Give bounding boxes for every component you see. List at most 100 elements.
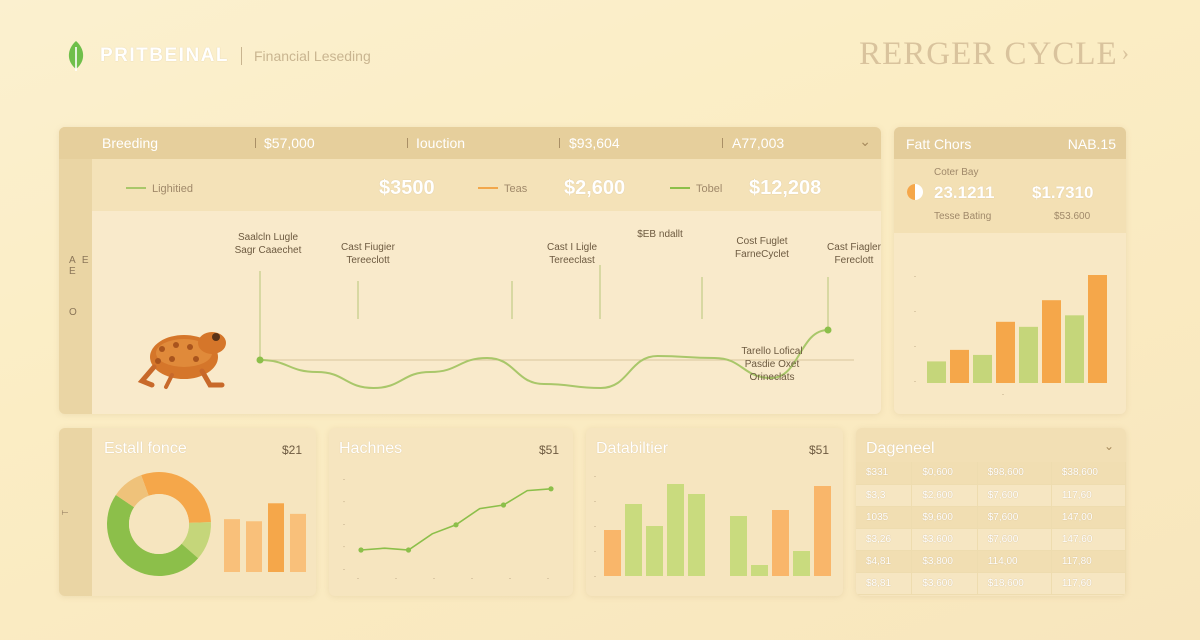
annotation-line: Cast I Ligle <box>546 242 598 253</box>
table-cell: 1035 <box>856 506 913 529</box>
table-row[interactable]: $3,3 $2,600 $7,600 117,60 <box>856 484 1126 507</box>
axis-tick: - <box>914 274 916 280</box>
side-bar-chart-area: - - - - - <box>894 233 1126 414</box>
bar <box>996 321 1015 383</box>
kpi-value-tobel: $12,208 <box>749 177 822 199</box>
panel-title: Hachnes <box>339 440 403 457</box>
side-sub-a: Tesse Bating <box>934 211 992 222</box>
series-point <box>824 326 832 334</box>
side-summary: Coter Bay 23.1211 $1.7310 Tesse Bating $… <box>894 159 1126 233</box>
bar <box>246 521 262 572</box>
breeding-chart-area: Saalcln Lugle Sagr Caaechet Cast Fiugier T… <box>92 211 881 414</box>
table-cell: $98,600 <box>977 462 1052 485</box>
axis-tick: - <box>914 379 916 385</box>
annotation: $EB ndallt <box>620 228 700 241</box>
axis-tick: - <box>343 477 345 483</box>
table-cell: 117,80 <box>1051 550 1126 573</box>
annotation: Cast Fiugier Tereeclott <box>328 241 408 267</box>
table-cell: $3,600 <box>911 572 978 595</box>
line-chart: - - - - - - - - - - - <box>343 477 554 582</box>
bar <box>751 565 768 576</box>
tab-divider <box>407 138 408 148</box>
table-cell: $7,600 <box>977 506 1052 529</box>
donut-slice <box>141 472 211 523</box>
table-cell: $3,26 <box>856 528 913 551</box>
main-rail: A E E O <box>59 127 92 414</box>
axis-tick: - <box>547 576 549 582</box>
estall-fonce-panel: T Estall fonce $21 <box>59 428 316 596</box>
bar <box>646 526 663 576</box>
table-cell: $9,600 <box>911 506 978 529</box>
annotation-line: FarneCyclet <box>735 249 789 260</box>
bar <box>793 551 810 576</box>
axis-tick: - <box>914 344 916 350</box>
bar <box>1088 275 1107 383</box>
table-cell: 147,00 <box>1051 506 1126 529</box>
chevron-down-icon[interactable]: ⌄ <box>859 133 871 149</box>
bar <box>224 519 240 572</box>
tab-iouction-value: $93,604 <box>569 135 620 151</box>
annotation-line: $EB ndallt <box>637 229 683 240</box>
side-title: Fatt Chors <box>906 136 972 152</box>
axis-tick: - <box>343 500 345 506</box>
table-cell: $38,600 <box>1051 462 1126 485</box>
bar <box>1042 300 1061 383</box>
bar <box>625 504 642 576</box>
frog-illustration <box>137 332 226 389</box>
cycle-title[interactable]: RERGER CYCLE › <box>859 36 1130 73</box>
legend-swatch <box>670 187 690 189</box>
table-cell: 114,00 <box>977 550 1052 573</box>
table-cell: $3,3 <box>856 484 913 507</box>
rail-label: T <box>60 510 70 515</box>
table-cell: $8,81 <box>856 572 913 595</box>
axis-tick: - <box>594 499 596 505</box>
brand-divider <box>241 47 242 65</box>
side-sub-label: Coter Bay <box>934 167 979 178</box>
tab-breeding[interactable]: Breeding <box>102 135 159 151</box>
note-line: Pasdie Oxet <box>744 359 800 370</box>
table-row[interactable]: $3,26 $3,600 $7,600 147,60 <box>856 528 1126 551</box>
annotation-line: Tereeclast <box>549 255 595 266</box>
table-row[interactable]: 1035 $9,600 $7,600 147,00 <box>856 506 1126 529</box>
chevron-right-icon: › <box>1121 40 1130 65</box>
panel-title: Databiltier <box>596 440 669 457</box>
table-cell: $3,600 <box>911 528 978 551</box>
annotation-line: Tereeclott <box>346 255 390 266</box>
bar <box>772 510 789 576</box>
brand[interactable]: PRITBEINAL Financial Leseding <box>64 38 371 74</box>
table-row[interactable]: $8,81 $3,600 $18,600 117,60 <box>856 572 1126 595</box>
tab-divider <box>559 138 560 148</box>
donut-slice <box>115 475 149 508</box>
axis-tick: - <box>343 522 345 528</box>
half-circle-icon <box>907 184 923 200</box>
tab-iouction[interactable]: Iouction <box>416 135 466 151</box>
annotation-line: Fereclott <box>834 255 874 266</box>
rail-label: O <box>69 307 79 318</box>
data-table: $331 $0,600 $98,600 $38,600 $3,3 $2,600 $7,600… <box>856 462 1126 595</box>
series-point <box>405 547 412 553</box>
tab-a77003[interactable]: A77,003 <box>732 135 785 151</box>
donut-chart <box>107 472 211 576</box>
b1-rail: T <box>59 428 92 596</box>
axis-tick: - <box>509 576 511 582</box>
bar-chart <box>224 503 306 572</box>
legend-swatch <box>126 187 146 189</box>
chevron-down-icon[interactable]: ⌄ <box>1103 439 1114 453</box>
table-cell: $18,600 <box>977 572 1052 595</box>
series-point <box>548 486 554 492</box>
bar <box>1019 326 1038 383</box>
bottom-note: Tarello Lofical Pasdie Oxet Orineclats <box>732 345 812 384</box>
table-cell: $2,600 <box>911 484 978 507</box>
annotation: Cast I Ligle Tereeclast <box>532 241 612 267</box>
side-header: Fatt Chors NAB.15 <box>894 127 1126 159</box>
annotation-line: Sagr Caaechet <box>234 245 302 256</box>
bar <box>604 530 621 576</box>
table-row[interactable]: $331 $0,600 $98,600 $38,600 <box>856 462 1126 485</box>
axis-tick: - <box>594 474 596 480</box>
bar <box>730 516 747 576</box>
table-cell: 117,60 <box>1051 484 1126 507</box>
donut-slice <box>107 494 199 576</box>
axis-tick: - <box>433 576 435 582</box>
table-row[interactable]: $4,81 $3,800 114,00 117,80 <box>856 550 1126 573</box>
bar <box>973 354 992 383</box>
